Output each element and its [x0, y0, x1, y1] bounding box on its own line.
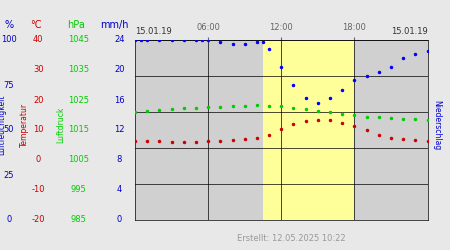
Bar: [263, 40, 355, 220]
Text: 50: 50: [4, 126, 14, 134]
Text: 0: 0: [117, 216, 122, 224]
Text: Erstellt: 12.05.2025 10:22: Erstellt: 12.05.2025 10:22: [238, 234, 346, 244]
Text: 4: 4: [117, 186, 122, 194]
Text: 1035: 1035: [68, 66, 89, 74]
Text: 0: 0: [6, 216, 12, 224]
Text: °C: °C: [30, 20, 42, 30]
Text: 15.01.19: 15.01.19: [391, 28, 428, 36]
Text: 24: 24: [114, 36, 125, 44]
Text: 1025: 1025: [68, 96, 89, 104]
Text: 1045: 1045: [68, 36, 89, 44]
Text: 985: 985: [71, 216, 87, 224]
Text: 20: 20: [114, 66, 125, 74]
Text: %: %: [4, 20, 13, 30]
Text: 995: 995: [71, 186, 86, 194]
Text: Luftfeuchtigkeit: Luftfeuchtigkeit: [0, 95, 7, 155]
Text: 20: 20: [33, 96, 44, 104]
Text: 40: 40: [33, 36, 44, 44]
Text: Luftdruck: Luftdruck: [56, 107, 65, 143]
Text: 25: 25: [4, 170, 14, 179]
Text: 100: 100: [1, 36, 17, 44]
Text: Niederschlag: Niederschlag: [432, 100, 441, 150]
Text: -20: -20: [32, 216, 45, 224]
Text: 12: 12: [114, 126, 125, 134]
Text: -10: -10: [32, 186, 45, 194]
Text: 1005: 1005: [68, 156, 89, 164]
Text: hPa: hPa: [68, 20, 86, 30]
Text: 10: 10: [33, 126, 44, 134]
Text: Temperatur: Temperatur: [20, 103, 29, 147]
Text: 1015: 1015: [68, 126, 89, 134]
Text: 16: 16: [114, 96, 125, 104]
Text: 75: 75: [4, 80, 14, 90]
Text: 30: 30: [33, 66, 44, 74]
Text: 8: 8: [117, 156, 122, 164]
Text: mm/h: mm/h: [100, 20, 129, 30]
Text: 15.01.19: 15.01.19: [135, 28, 172, 36]
Text: 0: 0: [36, 156, 41, 164]
